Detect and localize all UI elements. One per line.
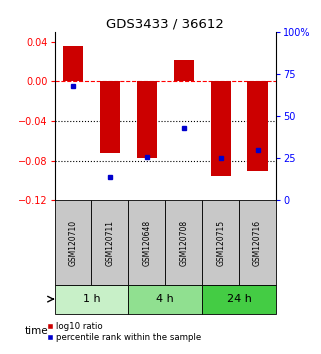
Text: time: time — [24, 326, 48, 336]
Bar — [55, 200, 91, 285]
Text: GSM120711: GSM120711 — [105, 219, 115, 266]
Bar — [247, 81, 268, 171]
Bar — [202, 285, 276, 314]
Bar — [202, 200, 239, 285]
Bar — [165, 200, 202, 285]
Text: 4 h: 4 h — [156, 294, 174, 304]
Bar — [128, 200, 165, 285]
Text: GSM120716: GSM120716 — [253, 219, 262, 266]
Bar — [211, 81, 231, 176]
Text: 24 h: 24 h — [227, 294, 252, 304]
Bar — [137, 81, 157, 158]
Bar — [100, 81, 120, 153]
Bar — [239, 200, 276, 285]
Legend: log10 ratio, percentile rank within the sample: log10 ratio, percentile rank within the … — [48, 322, 202, 342]
Text: GSM120708: GSM120708 — [179, 219, 188, 266]
Title: GDS3433 / 36612: GDS3433 / 36612 — [106, 18, 224, 31]
Text: GSM120648: GSM120648 — [142, 219, 152, 266]
Bar — [174, 59, 194, 81]
Text: GSM120710: GSM120710 — [68, 219, 78, 266]
Text: GSM120715: GSM120715 — [216, 219, 225, 266]
Bar — [63, 46, 83, 81]
Bar — [55, 285, 128, 314]
Text: 1 h: 1 h — [83, 294, 100, 304]
Bar — [128, 285, 202, 314]
Bar — [91, 200, 128, 285]
